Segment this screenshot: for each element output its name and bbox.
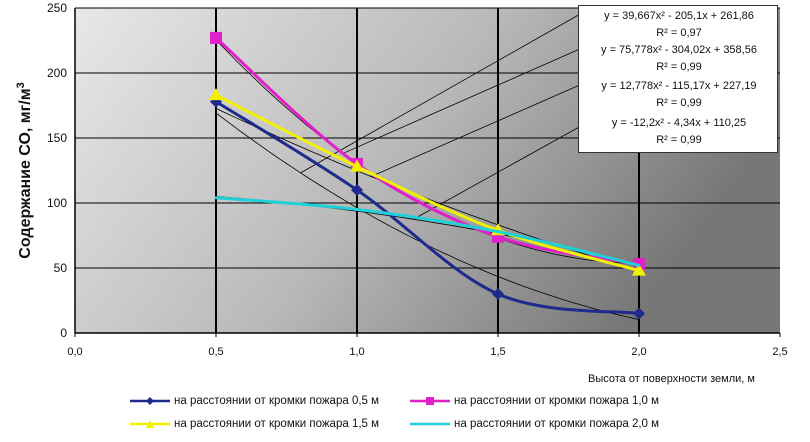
x-tick-label: 0,0 (67, 346, 82, 358)
trendline-3-equation: y = 12,778x² - 115,17x + 227,19 (601, 80, 757, 92)
legend-item-series-2: на расстоянии от кромки пожара 1,0 м (408, 392, 659, 410)
y-tick-label: 250 (47, 1, 67, 15)
series-1-line (215, 100, 640, 315)
trendline-1-equation: y = 39,667x² - 205,1x + 261,86 (604, 10, 754, 22)
trendline-2-equation: y = 75,778x² - 304,02x + 358,56 (601, 44, 757, 56)
series-4-point (496, 230, 500, 234)
y-axis-label: Содержание СО, мг/м3 (15, 82, 34, 258)
series-1-point (633, 307, 645, 320)
trendline-label-leader-4 (413, 120, 591, 220)
x-tick-label: 2,0 (631, 346, 646, 358)
legend-label-series-1: на расстоянии от кромки пожара 0,5 м (174, 395, 380, 407)
legend-swatch-series-1 (130, 397, 170, 405)
y-tick-label: 100 (47, 196, 67, 210)
series-3-point (350, 159, 364, 172)
trendline-1-r2: R² = 0,97 (656, 27, 702, 39)
trendline-label-leader-1 (300, 12, 583, 174)
series-1-point (492, 288, 504, 300)
series-4-point (214, 196, 218, 200)
legend-item-series-4: на расстоянии от кромки пожара 2,0 м (408, 415, 659, 433)
series-4-line (215, 196, 640, 267)
series-3-point (632, 263, 646, 276)
series-3-point (209, 88, 223, 101)
trendline-3-r2: R² = 0,99 (656, 97, 702, 109)
trendline-2-r2: R² = 0,99 (656, 61, 702, 73)
legend-label-series-2: на расстоянии от кромки пожара 1,0 м (454, 395, 660, 407)
y-tick-label: 50 (54, 261, 68, 275)
series-3-line (215, 93, 640, 273)
y-tick-label: 0 (60, 326, 67, 340)
trendline-label-leader-3 (370, 83, 583, 177)
series-4-point (637, 263, 641, 267)
y-tick-label: 150 (47, 131, 67, 145)
x-tick-label: 1,5 (490, 346, 505, 358)
trendline-4-r2: R² = 0,99 (656, 134, 702, 146)
legend-item-series-1: на расстоянии от кромки пожара 0,5 м (128, 392, 379, 410)
legend-item-series-3: на расстоянии от кромки пожара 1,5 м (128, 415, 379, 433)
series-4-point (355, 208, 359, 211)
x-tick-label: 2,5 (772, 346, 787, 358)
x-tick-label: 0,5 (208, 346, 223, 358)
legend-label-series-3: на расстоянии от кромки пожара 1,5 м (174, 418, 380, 430)
trendline-label-leader-2 (342, 47, 583, 154)
legend-label-series-4: на расстоянии от кромки пожара 2,0 м (454, 418, 660, 430)
x-axis-label: Высота от поверхности земли, м (588, 373, 755, 385)
legend-swatch-series-4 (410, 422, 450, 426)
series-1-point (351, 184, 363, 196)
trendline-equation-box: y = 39,667x² - 205,1x + 261,86 R² = 0,97… (578, 5, 778, 153)
y-axis-label-superscript: 3 (15, 82, 27, 88)
trendline-4-equation: y = -12,2x² - 4,34x + 110,25 (611, 117, 747, 129)
legend-swatch-series-3 (130, 420, 170, 428)
series-2-point (210, 31, 222, 44)
x-tick-label: 1,0 (349, 346, 364, 358)
y-tick-label: 200 (47, 66, 67, 80)
legend-swatch-series-2 (410, 397, 450, 405)
chart-legend: на расстоянии от кромки пожара 0,5 м на … (128, 392, 728, 436)
